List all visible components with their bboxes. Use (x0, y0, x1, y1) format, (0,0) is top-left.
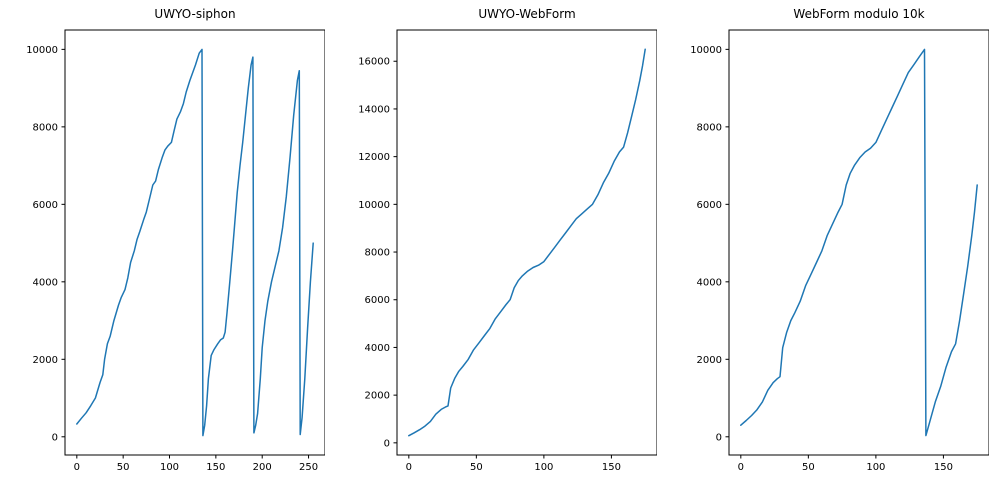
x-tick-label: 50 (117, 462, 130, 473)
y-tick-label: 2000 (33, 355, 58, 366)
x-tick-label: 100 (534, 462, 553, 473)
y-tick-label: 0 (52, 432, 58, 443)
plot-frame (64, 29, 325, 456)
chart-canvas-0: UWYO-siphon 0 50 100 150 200 250 0 2000 4000 6000… (26, 7, 325, 473)
x-tick-label: 50 (470, 462, 483, 473)
data-line (76, 48, 314, 437)
y-tick-label: 6000 (365, 295, 390, 306)
y-tick-label: 4000 (33, 277, 58, 288)
y-tick-label: 10000 (690, 45, 722, 56)
y-tick-label: 8000 (33, 122, 58, 133)
x-tick-label: 150 (206, 462, 225, 473)
chart-title-0: UWYO-siphon (154, 7, 235, 21)
y-tick-label: 10000 (26, 45, 58, 56)
y-tick-label: 10000 (358, 200, 390, 211)
y-tick-label: 16000 (358, 57, 390, 68)
x-tick-label: 100 (160, 462, 179, 473)
y-tick-label: 14000 (358, 104, 390, 115)
y-tick-label: 0 (384, 438, 390, 449)
y-tick-label: 6000 (697, 200, 722, 211)
y-tick-label: 8000 (697, 122, 722, 133)
x-tick-label: 50 (802, 462, 815, 473)
x-tick-label: 200 (253, 462, 272, 473)
y-tick-label: 2000 (365, 391, 390, 402)
x-tick-label: 150 (602, 462, 621, 473)
y-tick-label: 12000 (358, 152, 390, 163)
subplot-uwyo-webform: UWYO-WebForm 0 50 100 150 0 2000 4000 6000 8000 1… (339, 0, 657, 490)
subplot-uwyo-siphon: UWYO-siphon 0 50 100 150 200 250 0 2000 4000 6000… (7, 0, 325, 490)
chart-plot-2: 0 50 100 150 0 2000 4000 6000 8000 10000 (690, 29, 989, 473)
x-tick-label: 250 (299, 462, 318, 473)
y-tick-label: 2000 (697, 355, 722, 366)
y-tick-label: 0 (716, 432, 722, 443)
y-tick-label: 4000 (365, 343, 390, 354)
data-line (740, 48, 978, 437)
plot-frame (728, 29, 989, 456)
y-tick-label: 4000 (697, 277, 722, 288)
chart-plot-1: 0 50 100 150 0 2000 4000 6000 8000 10000 12000 1400… (358, 29, 657, 473)
y-tick-label: 8000 (365, 248, 390, 259)
x-tick-label: 150 (934, 462, 953, 473)
y-tick-label: 6000 (33, 200, 58, 211)
subplot-webform-modulo-10k: WebForm modulo 10k 0 50 100 150 0 2000 4000 600… (671, 0, 989, 490)
x-tick-label: 0 (406, 462, 412, 473)
chart-canvas-1: UWYO-WebForm 0 50 100 150 0 2000 4000 6000 8000 1… (358, 7, 657, 473)
chart-title-1: UWYO-WebForm (478, 7, 575, 21)
chart-plot-0: 0 50 100 150 200 250 0 2000 4000 6000 8000 10000 (26, 29, 325, 473)
x-tick-label: 0 (74, 462, 80, 473)
chart-title-2: WebForm modulo 10k (793, 7, 924, 21)
x-tick-label: 0 (738, 462, 744, 473)
x-tick-label: 100 (866, 462, 885, 473)
plot-frame (396, 29, 657, 456)
chart-canvas-2: WebForm modulo 10k 0 50 100 150 0 2000 4000 600… (690, 7, 989, 473)
data-line (408, 48, 646, 437)
